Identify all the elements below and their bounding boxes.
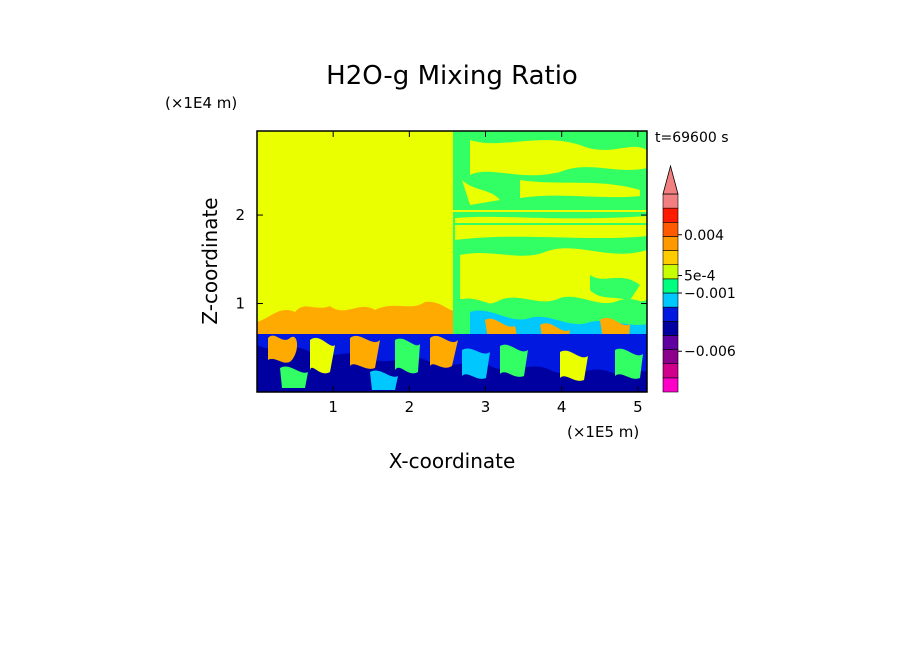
colorbar-label: 0.004 [684, 228, 724, 244]
colorbar-label: 5e-4 [684, 269, 716, 285]
x-tick-label: 2 [405, 398, 415, 416]
plume-d [395, 338, 420, 374]
plume-f [462, 348, 490, 379]
colorbar-extend-arrow [662, 164, 679, 195]
plot-frame [256, 130, 648, 393]
swirl-6 [590, 275, 640, 300]
y-scale-label: (×1E4 m) [165, 94, 237, 112]
x-tick-label: 4 [557, 398, 567, 416]
swirl-2 [520, 180, 640, 198]
colorbar-swatch [662, 292, 679, 308]
colorbar-swatch [662, 264, 679, 280]
plume-g [500, 344, 528, 377]
colorbar-swatch [662, 278, 679, 294]
swirl-3 [455, 216, 647, 240]
x-scale-label: (×1E5 m) [567, 423, 639, 441]
colorbar-swatch [662, 320, 679, 336]
time-label: t=69600 s [655, 130, 729, 146]
orange-band-left [257, 301, 453, 334]
x-axis: 1 2 3 4 5 [328, 131, 643, 416]
colorbar-swatch [662, 377, 679, 393]
colorbar-label: −0.006 [684, 344, 736, 360]
colorbar-swatch [662, 250, 679, 266]
colorbar-swatch [662, 306, 679, 322]
colorbar-label: −0.001 [684, 286, 736, 302]
colorbar-swatch [662, 349, 679, 365]
colorbar-swatch [662, 207, 679, 223]
colorbar: 0.004 5e-4−0.001 −0.006 [662, 164, 736, 393]
colorbar-swatch [662, 221, 679, 237]
colorbar-swatch [662, 335, 679, 350]
y-tick-label: 1 [235, 295, 245, 313]
colorbar-swatch [662, 193, 679, 209]
x-tick-label: 3 [481, 398, 491, 416]
plume-k [370, 370, 398, 390]
y-axis-label: Z-coordinate [198, 197, 222, 324]
y-axis: 12 [235, 206, 647, 313]
plume-a [268, 335, 298, 363]
plume-c [350, 335, 380, 369]
x-tick-label: 1 [328, 398, 338, 416]
plume-h [560, 350, 588, 381]
swirl-1 [470, 140, 647, 176]
x-axis-label: X-coordinate [389, 449, 516, 473]
x-tick-label: 5 [633, 398, 643, 416]
plume-e [430, 335, 458, 368]
plume-i [615, 348, 643, 379]
plume-j [280, 366, 308, 388]
chart-title: H2O-g Mixing Ratio [326, 61, 578, 91]
colorbar-swatch [662, 363, 679, 379]
colorbar-swatch [662, 236, 679, 251]
heatmap-field [257, 131, 647, 392]
plume-b [310, 337, 335, 374]
y-tick-label: 2 [235, 206, 245, 224]
swirl-5 [462, 180, 500, 205]
